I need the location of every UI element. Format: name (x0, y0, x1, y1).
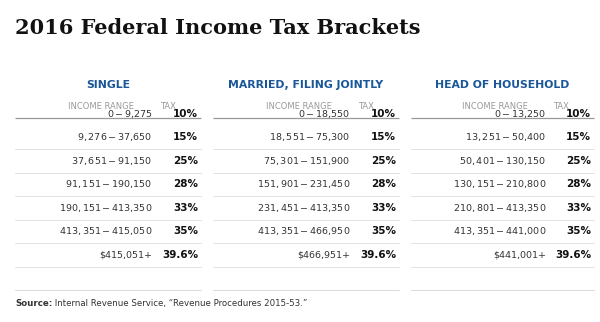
Text: 35%: 35% (173, 226, 198, 236)
Text: $75,301 - $151,900: $75,301 - $151,900 (263, 155, 350, 167)
Text: 28%: 28% (173, 179, 198, 189)
Text: 35%: 35% (566, 226, 591, 236)
Text: 10%: 10% (566, 109, 591, 119)
Text: $50,401 - $130,150: $50,401 - $130,150 (459, 155, 547, 167)
Text: $0 -   $18,550: $0 - $18,550 (298, 108, 350, 120)
Text: $231,451 - $413,350: $231,451 - $413,350 (257, 202, 350, 214)
Text: $91,151 - $190,150: $91,151 - $190,150 (65, 178, 152, 190)
Text: 15%: 15% (566, 132, 591, 142)
Text: 10%: 10% (173, 109, 198, 119)
Text: $413,351 - $441,000: $413,351 - $441,000 (453, 225, 547, 237)
Text: 15%: 15% (173, 132, 198, 142)
Text: $13,251 -  $50,400: $13,251 - $50,400 (465, 131, 547, 143)
Text: 2016 Federal Income Tax Brackets: 2016 Federal Income Tax Brackets (15, 18, 421, 38)
Text: TAX: TAX (160, 102, 175, 111)
Text: HEAD OF HOUSEHOLD: HEAD OF HOUSEHOLD (436, 80, 569, 90)
Text: 25%: 25% (566, 156, 591, 166)
Text: 33%: 33% (566, 203, 591, 213)
Text: $210,801 - $413,350: $210,801 - $413,350 (453, 202, 547, 214)
Text: $9,276 -  $37,650: $9,276 - $37,650 (77, 131, 152, 143)
Text: 33%: 33% (371, 203, 396, 213)
Text: 33%: 33% (173, 203, 198, 213)
Text: Internal Revenue Service, “Revenue Procedures 2015-53.”: Internal Revenue Service, “Revenue Proce… (52, 299, 308, 308)
Text: 25%: 25% (371, 156, 396, 166)
Text: TAX: TAX (358, 102, 373, 111)
Text: $190,151 - $413,350: $190,151 - $413,350 (59, 202, 152, 214)
Text: $441,001+: $441,001+ (493, 251, 547, 259)
Text: 35%: 35% (371, 226, 396, 236)
Text: INCOME RANGE: INCOME RANGE (462, 102, 528, 111)
Text: 15%: 15% (371, 132, 396, 142)
Text: 39.6%: 39.6% (555, 250, 591, 260)
Text: $130,151 - $210,800: $130,151 - $210,800 (453, 178, 547, 190)
Text: $18,551 -  $75,300: $18,551 - $75,300 (269, 131, 350, 143)
Text: $413,351 - $466,950: $413,351 - $466,950 (257, 225, 350, 237)
Text: $151,901 - $231,450: $151,901 - $231,450 (257, 178, 350, 190)
Text: SINGLE: SINGLE (86, 80, 130, 90)
Text: $0 -   $9,275: $0 - $9,275 (107, 108, 152, 120)
Text: TAX: TAX (553, 102, 569, 111)
Text: 28%: 28% (371, 179, 396, 189)
Text: $0 -   $13,250: $0 - $13,250 (494, 108, 547, 120)
Text: 39.6%: 39.6% (162, 250, 198, 260)
Text: Source:: Source: (15, 299, 52, 308)
Text: 39.6%: 39.6% (360, 250, 396, 260)
Text: 28%: 28% (566, 179, 591, 189)
Text: $413,351 - $415,050: $413,351 - $415,050 (59, 225, 152, 237)
Text: 25%: 25% (173, 156, 198, 166)
Text: MARRIED, FILING JOINTLY: MARRIED, FILING JOINTLY (229, 80, 383, 90)
Text: $415,051+: $415,051+ (100, 251, 152, 259)
Text: $37,651 -  $91,150: $37,651 - $91,150 (71, 155, 152, 167)
Text: INCOME RANGE: INCOME RANGE (266, 102, 331, 111)
Text: $466,951+: $466,951+ (298, 251, 350, 259)
Text: INCOME RANGE: INCOME RANGE (68, 102, 133, 111)
Text: 10%: 10% (371, 109, 396, 119)
